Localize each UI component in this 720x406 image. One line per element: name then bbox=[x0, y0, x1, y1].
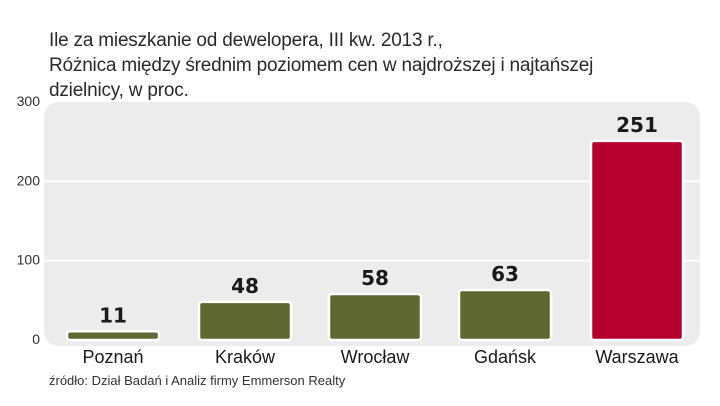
plot-background bbox=[44, 102, 700, 346]
y-tick-label: 100 bbox=[17, 252, 41, 268]
bar bbox=[327, 292, 423, 342]
x-category-label: Kraków bbox=[215, 347, 276, 367]
y-tick-label: 200 bbox=[17, 172, 41, 188]
bar-value-label: 63 bbox=[491, 262, 519, 286]
y-tick-label: 300 bbox=[17, 93, 41, 109]
x-category-label: Warszawa bbox=[595, 347, 679, 367]
x-category-label: Gdańsk bbox=[474, 347, 537, 367]
bar bbox=[589, 139, 685, 342]
bar bbox=[197, 300, 293, 342]
y-tick-label: 0 bbox=[32, 331, 40, 347]
chart-title-line-1: Ile za mieszkanie od dewelopera, III kw.… bbox=[49, 30, 443, 51]
source-note: źródło: Dział Badań i Analiz firmy Emmer… bbox=[49, 373, 346, 388]
bar-value-label: 58 bbox=[361, 266, 389, 290]
bar-value-label: 251 bbox=[616, 113, 658, 137]
bar bbox=[457, 288, 553, 342]
x-category-label: Poznań bbox=[82, 347, 143, 367]
bar-value-label: 48 bbox=[231, 274, 259, 298]
x-category-label: Wrocław bbox=[341, 347, 411, 367]
chart-title-line-3: dzielnicy, w proc. bbox=[49, 80, 189, 101]
bar-value-label: 11 bbox=[99, 303, 127, 327]
chart-title-line-2: Różnica między średnim poziomem cen w na… bbox=[49, 55, 594, 76]
bar bbox=[65, 330, 161, 342]
